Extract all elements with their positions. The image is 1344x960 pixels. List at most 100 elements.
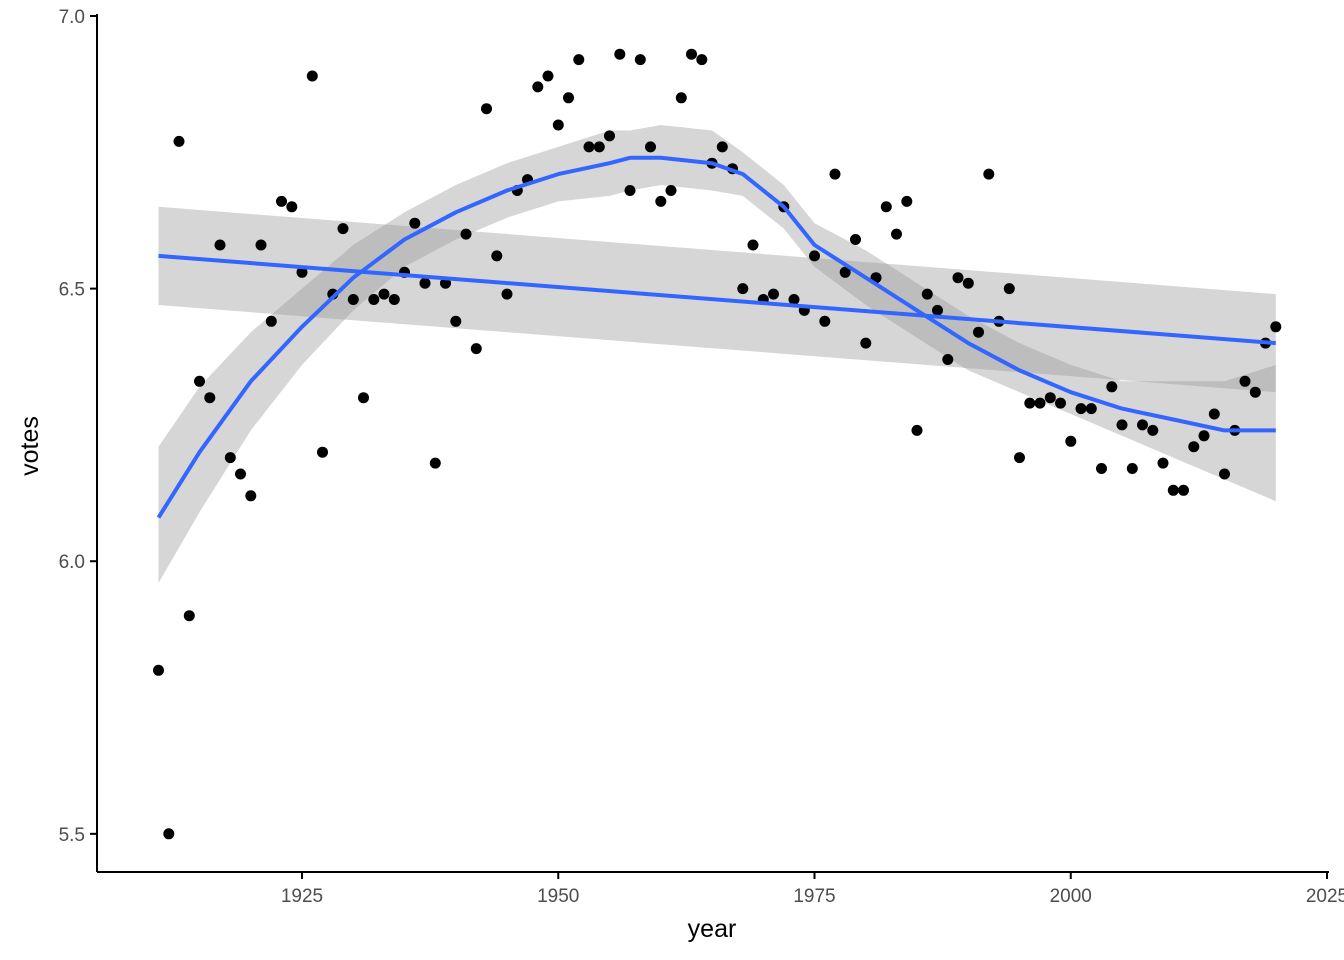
data-point <box>563 92 574 104</box>
data-point <box>675 92 687 104</box>
data-point <box>368 294 380 305</box>
data-point <box>634 54 646 66</box>
data-point <box>1219 468 1230 480</box>
data-point <box>1137 419 1148 431</box>
data-point <box>1075 403 1087 415</box>
data-point <box>153 664 164 676</box>
data-point <box>552 119 564 131</box>
data-point <box>839 266 851 278</box>
data-point <box>163 828 175 840</box>
data-point <box>1157 457 1169 469</box>
data-point <box>204 392 216 404</box>
data-point <box>583 141 595 153</box>
y-tick-label: 5.5 <box>59 825 85 846</box>
y-tick-label: 6.0 <box>59 552 85 573</box>
x-axis-title: year <box>688 915 737 943</box>
data-points <box>153 48 1282 840</box>
data-point <box>829 168 841 180</box>
data-point <box>747 239 759 251</box>
data-point <box>1003 283 1015 295</box>
x-tick-label: 1975 <box>793 886 835 907</box>
data-point <box>358 392 369 404</box>
data-point <box>593 141 605 153</box>
data-point <box>501 288 513 300</box>
data-point <box>1106 381 1118 393</box>
data-point <box>686 48 697 60</box>
data-point <box>809 250 820 262</box>
data-point <box>665 185 677 196</box>
data-point <box>337 223 349 235</box>
data-point <box>860 337 872 349</box>
data-point <box>1044 392 1056 404</box>
data-point <box>347 294 359 305</box>
data-point <box>1096 463 1107 474</box>
data-point <box>737 283 749 295</box>
data-point <box>716 141 728 153</box>
data-point <box>573 54 585 66</box>
data-point <box>614 48 626 60</box>
axes: 1925 1950 1975 2000 2025 5.5 6.0 6.5 7.0 <box>59 7 1344 907</box>
data-point <box>604 130 615 142</box>
data-point <box>1147 424 1159 436</box>
data-point <box>921 288 933 300</box>
data-point <box>317 446 328 458</box>
data-point <box>880 201 892 213</box>
data-point <box>429 457 441 469</box>
data-point <box>962 277 974 289</box>
data-point <box>911 424 923 436</box>
data-point <box>194 375 205 387</box>
data-point <box>532 81 544 93</box>
data-point <box>183 610 195 622</box>
data-point <box>624 185 636 196</box>
x-tick-label: 1925 <box>281 886 323 907</box>
data-point <box>1034 397 1046 409</box>
data-point <box>952 272 964 284</box>
data-point <box>491 250 503 262</box>
x-tick-label: 2000 <box>1050 886 1092 907</box>
data-point <box>255 239 267 251</box>
data-point <box>1014 452 1025 464</box>
data-point <box>296 266 308 278</box>
data-point <box>419 277 431 289</box>
data-point <box>696 54 708 66</box>
data-point <box>983 168 995 180</box>
data-point <box>973 326 984 338</box>
data-point <box>788 294 800 305</box>
data-point <box>409 217 421 229</box>
data-point <box>265 315 277 327</box>
data-point <box>235 468 246 480</box>
data-point <box>891 228 902 240</box>
data-point <box>1126 463 1138 474</box>
data-point <box>214 239 226 251</box>
data-point <box>901 195 913 207</box>
data-point <box>768 288 779 300</box>
data-point <box>1055 397 1066 409</box>
data-point <box>286 201 298 213</box>
data-point <box>1249 386 1261 398</box>
data-point <box>1178 484 1189 496</box>
data-point <box>224 452 236 464</box>
data-point <box>1270 321 1282 333</box>
data-point <box>1085 403 1097 415</box>
data-point <box>1198 430 1210 442</box>
data-point <box>1239 375 1251 387</box>
y-axis-title: votes <box>16 416 44 476</box>
smooth-lines <box>156 155 1276 519</box>
data-point <box>1024 397 1036 409</box>
data-point <box>306 70 318 82</box>
data-point <box>245 490 257 502</box>
data-point <box>1167 484 1179 496</box>
x-tick-label: 1950 <box>537 886 579 907</box>
data-point <box>450 315 462 327</box>
data-point <box>173 135 185 147</box>
data-point <box>542 70 554 82</box>
y-tick-label: 6.5 <box>59 280 85 301</box>
data-point <box>655 195 667 207</box>
loess-confidence-ribbon <box>158 125 1276 583</box>
data-point <box>1116 419 1128 431</box>
data-point <box>850 234 861 245</box>
data-point <box>388 294 400 305</box>
data-point <box>460 228 472 240</box>
x-tick-label: 2025 <box>1306 886 1344 907</box>
